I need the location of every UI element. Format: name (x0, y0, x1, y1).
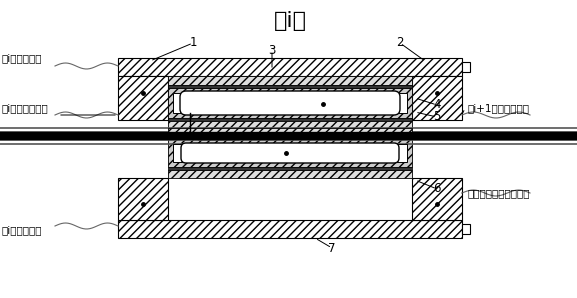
Bar (462, 224, 470, 234)
Bar (173, 144, 407, 162)
Bar (168, 121, 412, 129)
Text: 第i段: 第i段 (273, 11, 306, 31)
FancyBboxPatch shape (180, 91, 400, 115)
Text: 3: 3 (268, 44, 276, 57)
Text: 第i+1段的浮囊管路: 第i+1段的浮囊管路 (468, 103, 530, 113)
Text: 第i段的控制绳: 第i段的控制绳 (2, 225, 43, 235)
Bar (168, 85, 412, 88)
Bar (412, 178, 462, 220)
Bar (412, 76, 462, 120)
Text: 7: 7 (328, 241, 336, 254)
Bar (118, 76, 168, 120)
Bar (168, 76, 412, 85)
Bar (168, 118, 412, 121)
Text: 2: 2 (396, 36, 404, 49)
Text: 5: 5 (433, 111, 441, 123)
Bar (462, 62, 470, 72)
Text: 第i段的浮囊管路: 第i段的浮囊管路 (2, 103, 48, 113)
Bar (168, 136, 412, 139)
Text: 末端执行器的控制管线: 末端执行器的控制管线 (468, 188, 530, 198)
Text: 6: 6 (433, 182, 441, 195)
Bar (168, 139, 412, 167)
Bar (118, 58, 462, 76)
FancyBboxPatch shape (181, 143, 399, 163)
Bar (118, 220, 462, 238)
Text: 1: 1 (189, 36, 197, 49)
Bar (118, 178, 168, 220)
Text: 4: 4 (433, 99, 441, 111)
Text: 第i段的控制绳: 第i段的控制绳 (2, 53, 43, 63)
Bar (173, 93, 407, 113)
Bar (168, 128, 412, 136)
Bar (168, 167, 412, 170)
Bar (168, 170, 412, 178)
Bar (168, 88, 412, 118)
